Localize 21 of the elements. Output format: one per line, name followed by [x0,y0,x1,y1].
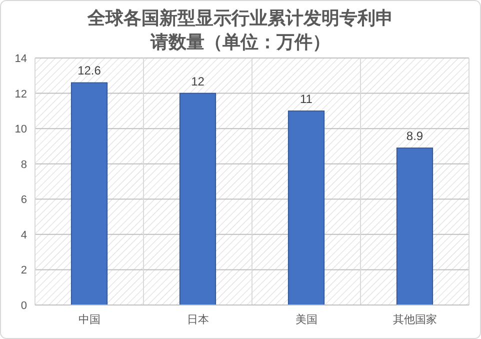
x-tick-label: 美国 [295,313,318,326]
y-tick-label: 12 [14,88,27,100]
data-label: 12.6 [78,64,102,78]
y-tick-label: 4 [20,229,27,242]
y-tick-label: 10 [14,124,27,136]
chart-title: 全球各国新型显示行业累计发明专利申请数量（单位：万件） [86,8,394,53]
bar [396,148,434,306]
y-tick-label: 8 [20,158,27,171]
y-tick-label: 6 [20,194,27,206]
data-label: 8.9 [406,128,424,143]
y-tick-label: 0 [20,300,27,312]
x-tick-label: 其他国家 [392,313,437,326]
x-tick-label: 日本 [186,313,209,326]
bar [288,110,325,306]
y-tick-label: 2 [20,264,27,277]
bar [70,82,108,306]
y-tick-label: 14 [14,53,27,65]
data-label: 12 [191,74,205,88]
bar [179,92,216,306]
data-label: 11 [300,92,313,106]
x-tick-label: 中国 [78,313,100,326]
